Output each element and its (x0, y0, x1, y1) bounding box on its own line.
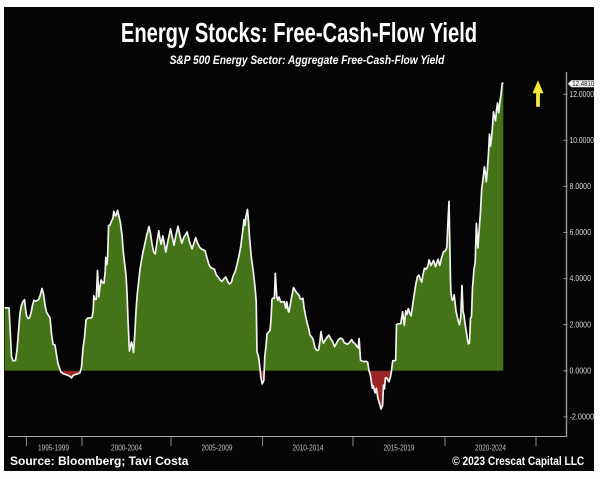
svg-text:4.0000: 4.0000 (570, 274, 592, 283)
svg-text:2.0000: 2.0000 (570, 320, 592, 329)
svg-text:12.4810: 12.4810 (572, 79, 594, 88)
svg-text:0.0000: 0.0000 (570, 366, 592, 375)
svg-text:2020-2024: 2020-2024 (475, 444, 507, 453)
svg-text:10.0000: 10.0000 (570, 136, 595, 145)
svg-text:6.0000: 6.0000 (570, 228, 592, 237)
svg-text:2005-2009: 2005-2009 (202, 444, 233, 453)
svg-text:-2.0000: -2.0000 (570, 413, 595, 422)
svg-text:8.0000: 8.0000 (570, 182, 592, 191)
svg-text:12.0000: 12.0000 (570, 90, 595, 99)
svg-text:1995-1999: 1995-1999 (38, 444, 69, 453)
svg-text:2015-2019: 2015-2019 (384, 444, 415, 453)
svg-text:2010-2014: 2010-2014 (293, 444, 325, 453)
svg-text:2000-2004: 2000-2004 (111, 444, 143, 453)
